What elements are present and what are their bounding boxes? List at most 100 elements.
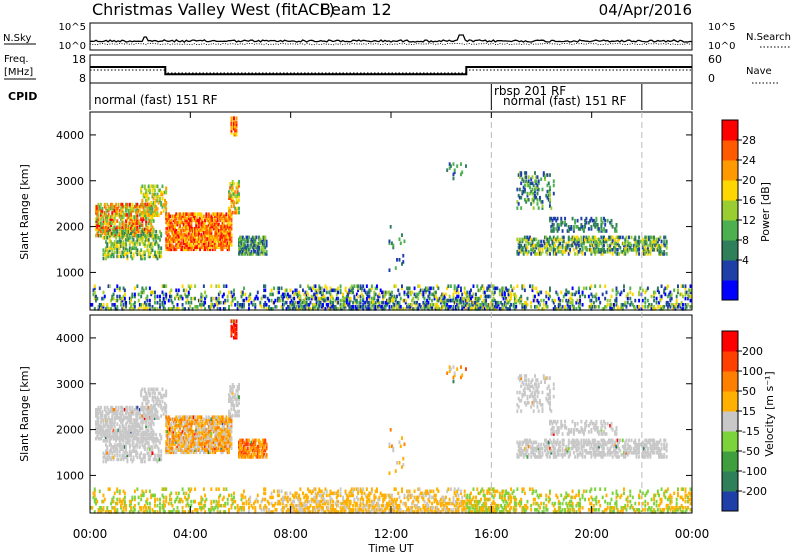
power-cell	[243, 243, 245, 248]
velocity-cell	[166, 450, 169, 455]
power-cell	[105, 246, 107, 250]
velocity-cell	[181, 417, 184, 422]
power-cell	[211, 245, 214, 249]
power-cell	[243, 245, 245, 250]
power-cell	[200, 303, 203, 307]
power-cell	[241, 235, 244, 240]
power-cell	[133, 215, 136, 219]
power-cell	[503, 292, 506, 297]
power-cell	[207, 220, 210, 225]
power-cell	[527, 198, 530, 202]
power-cell	[228, 194, 230, 198]
power-cell	[457, 307, 460, 311]
power-cell	[313, 292, 316, 297]
velocity-cell	[141, 459, 144, 464]
power-cell	[110, 204, 113, 209]
power-cell	[486, 288, 489, 293]
power-cell	[584, 245, 587, 250]
power-cell	[132, 209, 135, 213]
power-cell	[629, 303, 632, 307]
power-cell	[167, 307, 170, 311]
power-cell	[355, 307, 358, 311]
power-cell	[147, 229, 150, 234]
power-cell	[345, 290, 348, 295]
power-cell	[204, 245, 207, 249]
power-cell	[606, 298, 609, 303]
power-cell	[233, 182, 235, 186]
power-cell	[350, 307, 353, 311]
power-cell	[254, 250, 257, 254]
power-cell	[125, 223, 128, 227]
power-cell	[545, 294, 548, 299]
velocity-cell	[118, 441, 121, 445]
velocity-cell	[170, 450, 173, 455]
power-cell	[230, 300, 233, 305]
power-cell	[128, 217, 131, 221]
power-cell	[587, 239, 590, 244]
power-cell	[603, 235, 605, 240]
power-cell	[146, 298, 149, 303]
power-cell	[552, 307, 555, 311]
power-cell	[165, 231, 168, 235]
power-cell	[651, 239, 654, 244]
velocity-cell	[165, 391, 168, 396]
power-cell	[210, 284, 213, 288]
power-cell	[195, 233, 198, 237]
power-cell	[329, 288, 332, 293]
power-cell	[115, 202, 118, 207]
power-cell	[137, 234, 140, 238]
power-cell	[245, 239, 248, 244]
power-cell	[409, 305, 412, 309]
power-cell	[107, 254, 110, 259]
power-cell	[146, 213, 149, 217]
power-cell	[238, 252, 240, 256]
velocity-cell	[128, 434, 131, 439]
power-cell	[205, 239, 208, 243]
power-cell	[132, 206, 135, 211]
power-cell	[217, 292, 220, 297]
velocity-cell	[121, 436, 124, 441]
power-cell	[577, 227, 580, 231]
power-cell	[214, 243, 217, 247]
power-cell	[191, 239, 194, 243]
velocity-cell	[140, 389, 143, 394]
power-cell	[120, 254, 123, 259]
velocity-cell	[110, 447, 113, 451]
power-cell	[127, 225, 130, 230]
power-cell	[521, 284, 524, 288]
power-cell	[352, 307, 355, 311]
power-cell	[142, 192, 145, 197]
power-cell	[215, 231, 218, 235]
power-cell	[186, 245, 189, 249]
power-cell	[123, 227, 126, 232]
velocity-cell	[122, 424, 125, 428]
power-cell	[127, 211, 130, 215]
power-cell	[130, 250, 133, 255]
velocity-cell	[113, 416, 116, 420]
power-cell	[638, 239, 641, 244]
velocity-cell	[103, 434, 106, 439]
power-cell	[655, 239, 658, 244]
power-cell	[156, 196, 159, 201]
power-cell	[177, 233, 180, 237]
power-cell	[113, 215, 116, 219]
power-cell	[634, 239, 637, 244]
power-cell	[571, 241, 574, 246]
power-cell	[102, 305, 105, 309]
power-cell	[544, 235, 546, 240]
power-cell	[544, 241, 546, 246]
freq-label-line2: [MHz]	[4, 67, 33, 78]
power-cell	[140, 231, 143, 236]
velocity-cell	[135, 449, 138, 453]
power-cell	[428, 286, 431, 291]
power-cell	[594, 248, 597, 252]
power-cell	[215, 214, 218, 219]
power-cell	[224, 298, 227, 303]
power-cell	[600, 250, 603, 254]
power-cell	[112, 204, 115, 209]
power-cell	[530, 177, 533, 181]
power-cell	[194, 305, 197, 309]
power-cell	[170, 239, 173, 243]
power-cell	[157, 252, 160, 257]
power-cell	[110, 307, 113, 311]
